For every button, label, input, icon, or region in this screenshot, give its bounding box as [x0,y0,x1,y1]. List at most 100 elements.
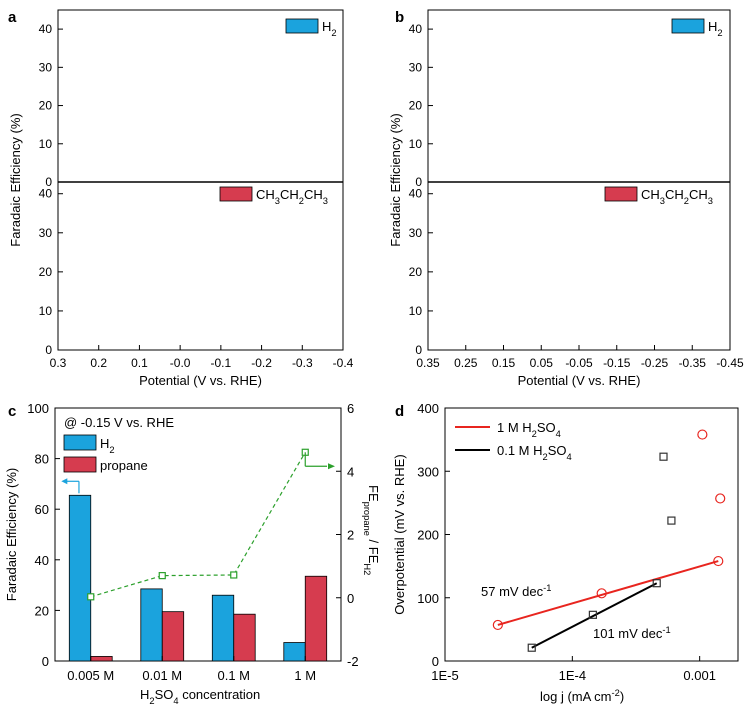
text-part: SO [548,443,567,458]
y-tick-label: 20 [35,603,49,618]
panel-label: d [395,403,404,420]
text-part: H [674,187,683,202]
text-part: C [280,187,289,202]
right-axis-arrow-icon [328,463,335,470]
y-tick-label: 20 [409,265,423,279]
panel-label: a [8,9,17,26]
legend-label-propane: CH3CH2CH3 [641,187,713,206]
y-tick-label: 30 [409,60,423,74]
fit-line-1m [497,560,719,626]
propane-bar [161,611,185,662]
legend-label-propane: propane [100,458,148,473]
y-tick-label: 40 [39,22,53,36]
x-tick-label: -0.25 [641,356,669,370]
propane-bar [233,613,256,662]
y-tick-label: 10 [39,137,53,151]
y-tick-label: 20 [39,99,53,113]
x-tick-label: 0.25 [454,356,478,370]
text-part: 2 [717,28,722,38]
left-axis-arrow-icon [61,478,68,485]
text-part: 2 [684,196,689,206]
data-point-1m [713,555,724,567]
y-tick-label: 0 [45,343,52,357]
legend-label-propane: CH3CH2CH3 [256,187,328,206]
y-tick-label: 300 [417,464,439,479]
y2-axis-label: FEpropane / FEH2 [362,485,381,575]
y-axis-label: Faradaic Efficiency (%) [4,468,19,601]
y-tick-label: 10 [409,137,423,151]
x-tick-label: 1 M [294,668,316,683]
plot-frame [444,407,739,662]
text-part: C [304,187,313,202]
text-part: H2 [362,563,372,575]
legend-propane: CH3CH2CH3 [604,186,713,206]
y-tick-label: 400 [417,401,439,416]
text-part: 4 [556,429,561,439]
slope-label-101: 101 mV dec-1 [593,625,671,641]
x-tick-label: 1E-4 [559,668,586,683]
y-tick-label: 0 [45,175,52,189]
y-axis-label: Faradaic Efficiency (%) [388,113,403,246]
y2-tick-label: 4 [347,464,354,479]
data-point-1m [596,588,607,599]
x-axis-label: Potential (V vs. RHE) [139,373,262,388]
y-tick-label: 20 [409,99,423,113]
legend-label-h2: H2 [100,436,115,455]
data-point-0.1m [659,452,668,461]
x-tick-label: -0.2 [251,356,272,370]
y-tick-label: 30 [39,60,53,74]
y-tick-label: 0 [42,654,49,669]
top-subplot-frame [57,9,344,183]
bottom-subplot-frame [427,181,731,351]
y-tick-label: 20 [39,265,53,279]
slope-label-57: 57 mV dec-1 [481,583,551,599]
ratio-marker [158,572,166,580]
text-part: -1 [662,625,670,635]
x-tick-label: -0.45 [716,356,744,370]
text-part: C [689,187,698,202]
legend-label-0.1m: 0.1 M H2SO4 [497,443,572,462]
data-point-0.1m [527,643,536,652]
h2-bar [140,588,163,662]
text-part: H [100,436,109,451]
propane-bar [304,575,328,662]
x-axis-label: Potential (V vs. RHE) [518,373,641,388]
y-tick-label: 40 [39,187,53,201]
y-tick-label: 0 [432,654,439,669]
condition-annotation: @ -0.15 V vs. RHE [64,415,174,430]
legend-label-h2: H2 [322,19,337,38]
text-part: 101 mV dec [593,626,663,641]
data-point-1m [492,619,503,631]
text-part: log j (mA cm [540,689,612,704]
data-point-0.1m [652,579,661,588]
text-part: concentration [179,687,261,702]
x-tick-label: -0.15 [603,356,631,370]
text-part: H [140,687,149,702]
legend-h2: H2 [285,18,337,38]
text-part: H [322,19,331,34]
x-tick-label: -0.35 [679,356,707,370]
y-tick-label: 60 [35,502,49,517]
x-tick-label: 0.05 [530,356,554,370]
text-part: 3 [275,196,280,206]
text-part: 4 [173,696,178,706]
text-part: -2 [612,688,620,698]
x-tick-label: 1E-5 [431,668,458,683]
text-part: H [650,187,659,202]
x-tick-label: 0.15 [492,356,516,370]
y-tick-label: 10 [39,304,53,318]
x-tick-label: -0.05 [565,356,593,370]
x-tick-label: -0.1 [211,356,232,370]
text-part: 2 [543,452,548,462]
panel-label: c [8,403,16,420]
x-tick-label: -0.3 [292,356,313,370]
y2-tick-label: 0 [347,591,354,606]
text-part: 2 [299,196,304,206]
x-tick-label: 0.35 [416,356,440,370]
text-part: H [698,187,707,202]
text-part: C [665,187,674,202]
h2-bar [211,594,235,662]
text-part: H [265,187,274,202]
y-tick-label: 30 [409,226,423,240]
